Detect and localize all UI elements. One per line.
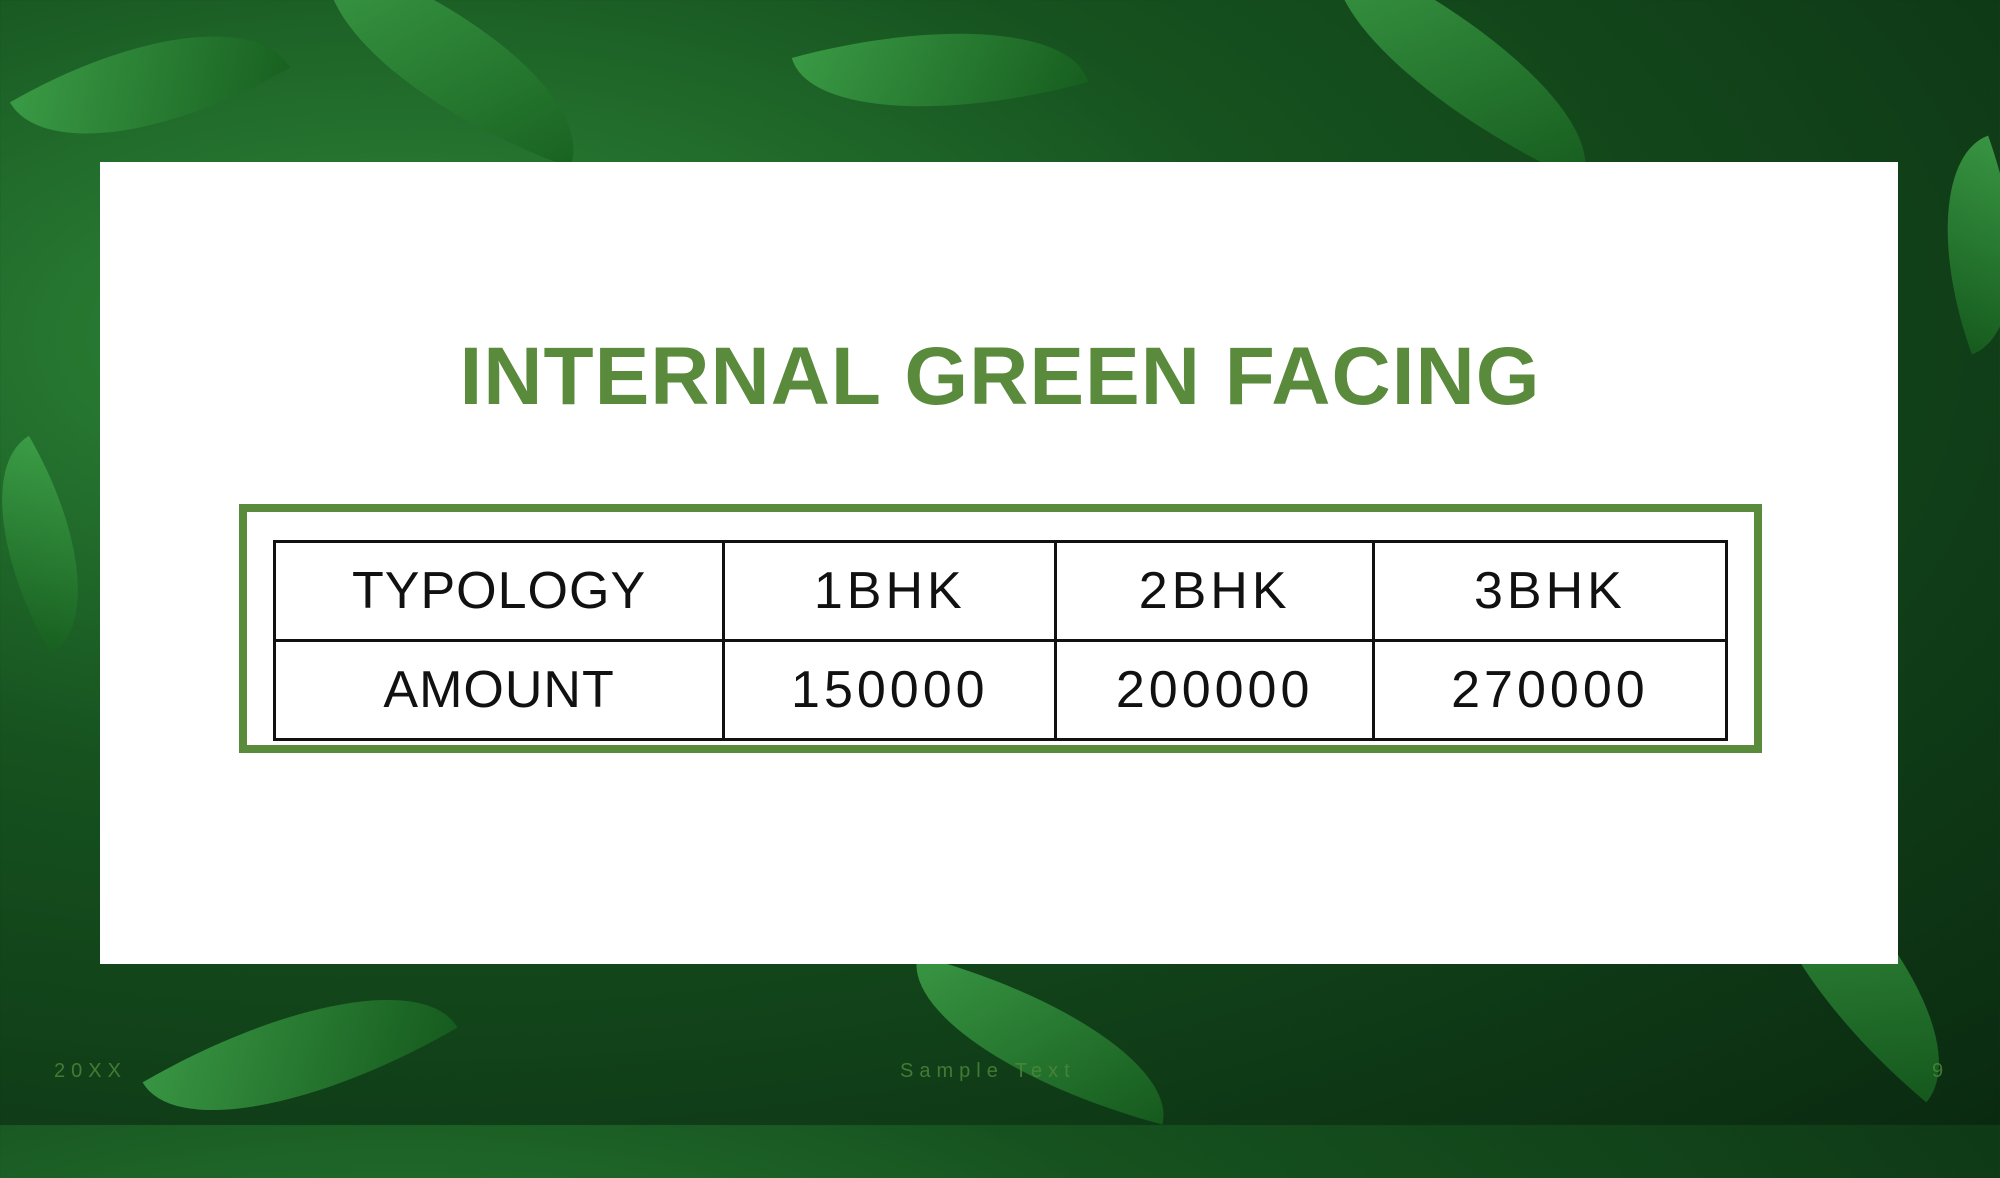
pricing-table: TYPOLOGY 1BHK 2BHK 3BHK AMOUNT 150000 20… (272, 540, 1729, 741)
slide-title: INTERNAL GREEN FACING (459, 331, 1541, 422)
amount-cell: 200000 (1054, 639, 1375, 741)
page-number: 9 (1932, 1060, 1950, 1082)
header-cell: 3BHK (1371, 540, 1729, 642)
row-label: AMOUNT (272, 639, 726, 741)
table-row: TYPOLOGY 1BHK 2BHK 3BHK (272, 540, 1729, 642)
footer-date: 20XX (54, 1060, 127, 1082)
amount-cell: 150000 (722, 639, 1058, 741)
header-cell: 1BHK (722, 540, 1058, 642)
table-row: AMOUNT 150000 200000 270000 (272, 639, 1729, 741)
amount-cell: 270000 (1371, 639, 1729, 741)
header-cell: TYPOLOGY (272, 540, 726, 642)
header-cell: 2BHK (1054, 540, 1375, 642)
footer-text: Sample Text (900, 1060, 1076, 1082)
table-frame (239, 504, 1762, 753)
